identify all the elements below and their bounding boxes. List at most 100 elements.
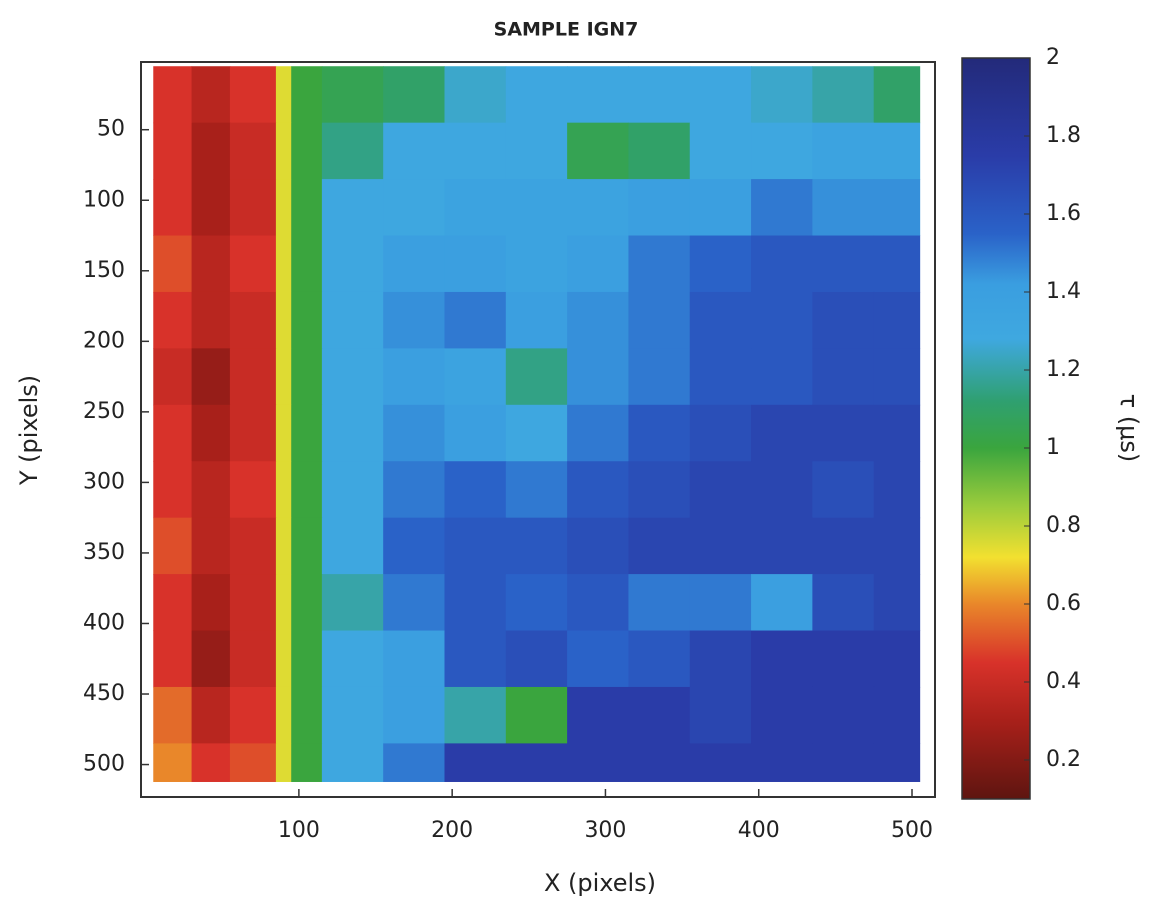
heatmap-cell <box>567 517 629 575</box>
heatmap-cell <box>229 235 277 293</box>
x-axis-label: X (pixels) <box>544 869 656 897</box>
heatmap-cell <box>229 574 277 632</box>
heatmap-cell <box>383 348 445 406</box>
heatmap-cell <box>291 630 323 688</box>
heatmap-cell <box>628 686 691 744</box>
heatmap-cell <box>191 235 231 293</box>
heatmap-cell <box>153 574 193 632</box>
heatmap-cell <box>383 404 445 462</box>
heatmap-cell <box>873 235 921 293</box>
heatmap-cell <box>873 291 921 349</box>
heatmap-cell <box>505 630 568 688</box>
heatmap-cell <box>191 348 231 406</box>
heatmap-cell <box>751 743 813 782</box>
heatmap-cell <box>751 348 813 406</box>
heatmap-cell <box>873 630 921 688</box>
heatmap-cell <box>689 179 752 237</box>
heatmap-cell <box>321 291 384 349</box>
heatmap-cell <box>291 66 323 124</box>
heatmap-cell <box>628 404 691 462</box>
colorbar-tick-label: 1.4 <box>1046 279 1081 304</box>
heatmap-cell <box>812 235 875 293</box>
heatmap-cell <box>275 574 292 632</box>
heatmap-cell <box>751 630 813 688</box>
heatmap-cell <box>628 461 691 519</box>
heatmap-cell <box>153 743 193 782</box>
heatmap-cell <box>229 404 277 462</box>
heatmap-cell <box>291 122 323 180</box>
heatmap-cell <box>321 574 384 632</box>
y-tick-label: 500 <box>83 752 125 777</box>
heatmap-cell <box>275 291 292 349</box>
heatmap-cell <box>751 686 813 744</box>
heatmap-cell <box>873 404 921 462</box>
heatmap-cell <box>153 291 193 349</box>
heatmap-cell <box>812 574 875 632</box>
y-tick-label: 300 <box>83 469 125 494</box>
heatmap-cell <box>505 235 568 293</box>
heatmap-cell <box>291 179 323 237</box>
heatmap-cell <box>873 686 921 744</box>
heatmap-cell <box>628 574 691 632</box>
y-tick-label: 200 <box>83 328 125 353</box>
x-tick-label: 300 <box>584 818 626 843</box>
heatmap-cell <box>628 630 691 688</box>
heatmap-cell <box>321 743 384 782</box>
heatmap-cell <box>444 461 507 519</box>
heatmap-cell <box>321 235 384 293</box>
heatmap-cell <box>275 630 292 688</box>
heatmap-cell <box>291 743 323 782</box>
heatmap-cell <box>321 348 384 406</box>
heatmap-cell <box>444 517 507 575</box>
heatmap-cell <box>505 66 568 124</box>
heatmap-cell <box>567 291 629 349</box>
heatmap-cell <box>444 630 507 688</box>
heatmap-cell <box>628 179 691 237</box>
x-tick-label: 400 <box>738 818 780 843</box>
colorbar-tick-label: 0.2 <box>1046 747 1081 772</box>
heatmap-cell <box>275 348 292 406</box>
heatmap-cell <box>275 517 292 575</box>
heatmap-cell <box>383 461 445 519</box>
heatmap-cell <box>628 66 691 124</box>
heatmap-cell <box>444 348 507 406</box>
heatmap-cell <box>291 574 323 632</box>
heatmap <box>153 66 921 782</box>
heatmap-cell <box>444 291 507 349</box>
colorbar-tick-label: 1.8 <box>1046 123 1081 148</box>
heatmap-cell <box>567 66 629 124</box>
heatmap-cell <box>751 179 813 237</box>
heatmap-cell <box>229 517 277 575</box>
colorbar-tick-label: 1.2 <box>1046 357 1081 382</box>
heatmap-cell <box>321 179 384 237</box>
heatmap-cell <box>812 517 875 575</box>
heatmap-cell <box>191 686 231 744</box>
heatmap-cell <box>191 574 231 632</box>
heatmap-cell <box>275 404 292 462</box>
heatmap-cell <box>229 66 277 124</box>
y-tick-label: 250 <box>83 399 125 424</box>
heatmap-cell <box>505 461 568 519</box>
heatmap-cell <box>191 461 231 519</box>
heatmap-cell <box>505 686 568 744</box>
colorbar-tick-label: 1.6 <box>1046 201 1081 226</box>
heatmap-cell <box>191 122 231 180</box>
heatmap-cell <box>321 66 384 124</box>
heatmap-cell <box>229 743 277 782</box>
heatmap-cell <box>751 291 813 349</box>
y-tick-label: 350 <box>83 540 125 565</box>
y-tick-label: 50 <box>97 117 125 142</box>
heatmap-cell <box>812 291 875 349</box>
heatmap-cell <box>628 291 691 349</box>
heatmap-cell <box>275 743 292 782</box>
heatmap-cell <box>321 461 384 519</box>
heatmap-cell <box>191 404 231 462</box>
heatmap-cell <box>153 404 193 462</box>
heatmap-cell <box>812 404 875 462</box>
heatmap-cell <box>689 291 752 349</box>
heatmap-cell <box>628 517 691 575</box>
y-axis-label: Y (pixels) <box>15 375 43 486</box>
heatmap-cell <box>812 743 875 782</box>
heatmap-cell <box>567 348 629 406</box>
